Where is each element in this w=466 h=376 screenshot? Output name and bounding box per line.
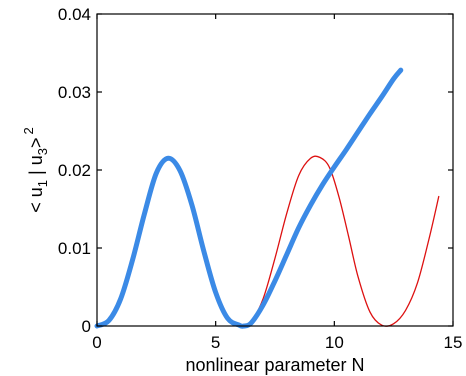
x-tick-label: 10 <box>325 333 344 352</box>
series-layer <box>94 67 440 329</box>
y-axis-label: < u1 | u3>2 <box>21 127 50 212</box>
ticks-layer: 0 5 10 15 0 0.01 0.02 0.03 0.04 <box>58 5 463 352</box>
y-tick-label: 0.04 <box>58 5 91 24</box>
y-tick-label: 0 <box>82 317 91 336</box>
x-axis-label: nonlinear parameter N <box>185 355 364 375</box>
y-tick-label: 0.01 <box>58 239 91 258</box>
y-label-sub2: 3 <box>35 148 50 155</box>
x-tick-label: 5 <box>211 333 220 352</box>
x-tick-label: 15 <box>444 333 463 352</box>
y-tick-label: 0.02 <box>58 161 91 180</box>
y-label-open: < u <box>26 187 46 213</box>
series-line-blue <box>94 67 404 329</box>
y-label-sup: 2 <box>21 127 36 134</box>
y-label-close: > <box>26 138 46 149</box>
y-tick-label: 0.03 <box>58 83 91 102</box>
y-label-mid: | u <box>26 155 46 180</box>
x-tick-label: 0 <box>92 333 101 352</box>
y-label-sub1: 1 <box>35 180 50 187</box>
